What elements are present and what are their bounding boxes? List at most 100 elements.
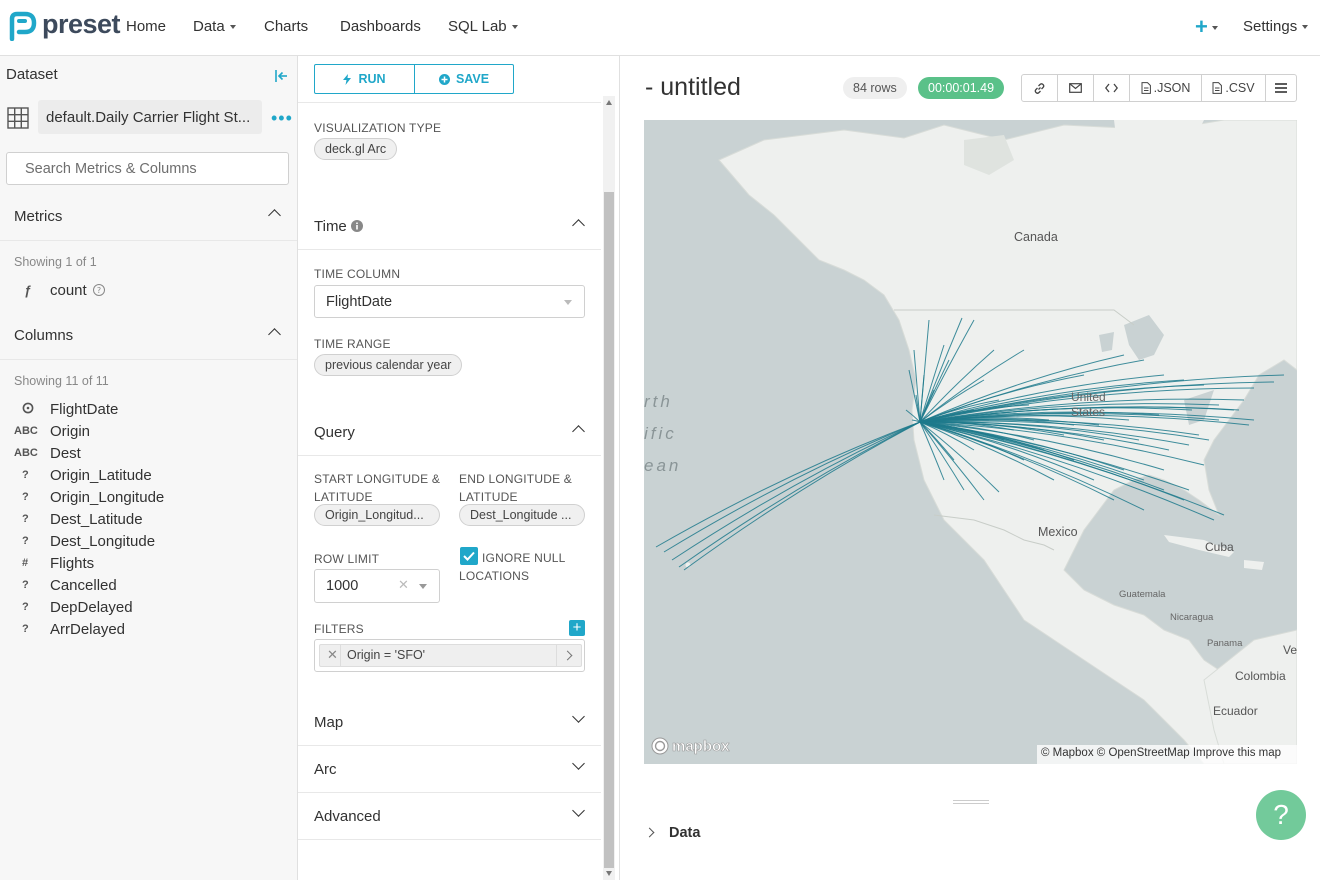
scroll-down-icon[interactable]: [606, 871, 612, 876]
new-plus-button[interactable]: +: [1195, 14, 1218, 40]
more-menu-button[interactable]: [1265, 74, 1297, 102]
metrics-section-header[interactable]: Metrics: [0, 193, 297, 241]
help-button[interactable]: ?: [1256, 790, 1306, 840]
share-link-button[interactable]: [1021, 74, 1058, 102]
column-name: Dest_Latitude: [50, 510, 143, 528]
link-icon: [1034, 82, 1045, 94]
time-section-header[interactable]: Time: [298, 203, 601, 250]
info-icon[interactable]: [351, 220, 363, 232]
envelope-icon: [1069, 83, 1082, 93]
query-timer: 00:00:01.49: [918, 77, 1005, 99]
nav-sql-lab[interactable]: SQL Lab: [448, 18, 518, 35]
flight-arc: [919, 359, 1145, 423]
map-label-venezuela: Ve: [1283, 643, 1297, 657]
flight-arc: [919, 415, 1130, 423]
column-item[interactable]: FlightDate: [14, 398, 118, 420]
search-metrics-columns-input[interactable]: Search Metrics & Columns: [6, 152, 289, 185]
query-section-header[interactable]: Query: [298, 409, 601, 456]
mapbox-logo[interactable]: mapbox: [651, 737, 730, 755]
top-navbar: preset Home Data Charts Dashboards SQL L…: [0, 0, 1320, 56]
advanced-section-header[interactable]: Advanced: [298, 793, 601, 840]
start-lonlat-pill[interactable]: Origin_Longitud...: [314, 504, 440, 526]
export-csv-button[interactable]: .CSV: [1201, 74, 1266, 102]
nav-dashboards[interactable]: Dashboards: [340, 18, 421, 35]
dataset-name[interactable]: default.Daily Carrier Flight St...: [38, 100, 262, 134]
more-options-icon[interactable]: •••: [271, 108, 293, 128]
question-circle-icon[interactable]: ?: [92, 283, 106, 297]
flight-arc: [663, 421, 921, 553]
nav-data[interactable]: Data: [193, 18, 236, 35]
embed-code-button[interactable]: [1093, 74, 1130, 102]
filter-pill[interactable]: ✕ Origin = 'SFO': [319, 644, 582, 667]
column-item[interactable]: ? DepDelayed: [14, 596, 133, 618]
time-title: Time: [314, 218, 347, 235]
preset-logo[interactable]: preset: [8, 9, 121, 42]
columns-title: Columns: [14, 327, 74, 344]
chart-title[interactable]: - untitled: [645, 73, 741, 101]
unknown-type-icon: ?: [22, 623, 29, 635]
column-item[interactable]: ABC Dest: [14, 442, 81, 464]
map-label-canada: Canada: [1014, 230, 1058, 244]
metric-item-count[interactable]: ƒ count ?: [14, 279, 106, 301]
dataset-table-icon: [7, 107, 29, 129]
scrollbar-thumb[interactable]: [604, 192, 614, 868]
flight-arc: [919, 421, 1035, 441]
clear-icon[interactable]: ✕: [398, 577, 409, 592]
unknown-type-icon: ?: [22, 469, 29, 481]
deck-gl-arc-map[interactable]: Canada United States Mexico Cuba Guatema…: [644, 120, 1297, 764]
run-label: RUN: [358, 72, 386, 86]
column-item[interactable]: ? Origin_Latitude: [14, 464, 152, 486]
arc-layer: [655, 317, 1285, 571]
email-button[interactable]: [1057, 74, 1094, 102]
row-limit-select[interactable]: 1000 ✕: [314, 569, 440, 603]
start-lonlat-label: START LONGITUDE & LATITUDE: [314, 472, 441, 504]
add-filter-button[interactable]: +: [569, 620, 585, 636]
map-attribution[interactable]: © Mapbox © OpenStreetMap Improve this ma…: [1037, 745, 1297, 764]
scroll-up-icon[interactable]: [606, 100, 612, 105]
map-label-mexico: Mexico: [1038, 525, 1078, 539]
end-lonlat-pill[interactable]: Dest_Longitude ...: [459, 504, 585, 526]
ignore-null-label: IGNORE NULL LOCATIONS: [459, 551, 566, 583]
time-range-pill[interactable]: previous calendar year: [314, 354, 463, 376]
nav-charts[interactable]: Charts: [264, 18, 309, 35]
nav-settings[interactable]: Settings: [1243, 18, 1309, 35]
column-item[interactable]: ? ArrDelayed: [14, 618, 125, 640]
clock-icon: [14, 402, 50, 417]
nav-home[interactable]: Home: [126, 18, 167, 35]
data-section-toggle[interactable]: Data: [669, 825, 701, 841]
resize-handle[interactable]: [953, 800, 989, 801]
column-item[interactable]: ? Dest_Latitude: [14, 508, 143, 530]
column-item[interactable]: ABC Origin: [14, 420, 90, 442]
columns-section-header[interactable]: Columns: [0, 312, 297, 360]
border-us-canada: [894, 309, 1135, 326]
remove-filter-icon[interactable]: ✕: [327, 647, 338, 662]
ignore-null-checkbox[interactable]: [460, 547, 478, 565]
row-limit-label: ROW LIMIT: [314, 552, 380, 566]
time-column-label: TIME COLUMN: [314, 267, 401, 281]
run-button[interactable]: RUN: [315, 65, 415, 93]
arc-section-header[interactable]: Arc: [298, 746, 601, 793]
chevron-down-icon: [229, 25, 236, 30]
map-label-panama: Panama: [1207, 638, 1243, 649]
time-column-select[interactable]: FlightDate: [314, 285, 585, 318]
run-save-group: RUN SAVE: [314, 64, 514, 94]
column-item[interactable]: ? Cancelled: [14, 574, 117, 596]
export-json-button[interactable]: .JSON: [1129, 74, 1202, 102]
chevron-down-icon: [419, 584, 427, 589]
viz-type-pill[interactable]: deck.gl Arc: [314, 138, 398, 160]
map-section-header[interactable]: Map: [298, 699, 601, 746]
column-item[interactable]: # Flights: [14, 552, 94, 574]
land-arctic: [1114, 120, 1204, 180]
check-icon: [463, 551, 475, 561]
preset-logo-icon: [9, 11, 37, 41]
column-item[interactable]: ? Dest_Longitude: [14, 530, 155, 552]
string-type-icon: ABC: [14, 447, 38, 459]
chevron-right-icon[interactable]: [644, 827, 655, 838]
column-item[interactable]: ? Origin_Longitude: [14, 486, 164, 508]
bolt-icon: [343, 73, 352, 85]
scrollbar-track[interactable]: [603, 96, 615, 880]
flight-arc: [678, 421, 921, 568]
collapse-panel-icon[interactable]: [274, 69, 288, 83]
save-button[interactable]: SAVE: [415, 65, 513, 93]
map-label-ocean-2: ific: [644, 424, 677, 443]
